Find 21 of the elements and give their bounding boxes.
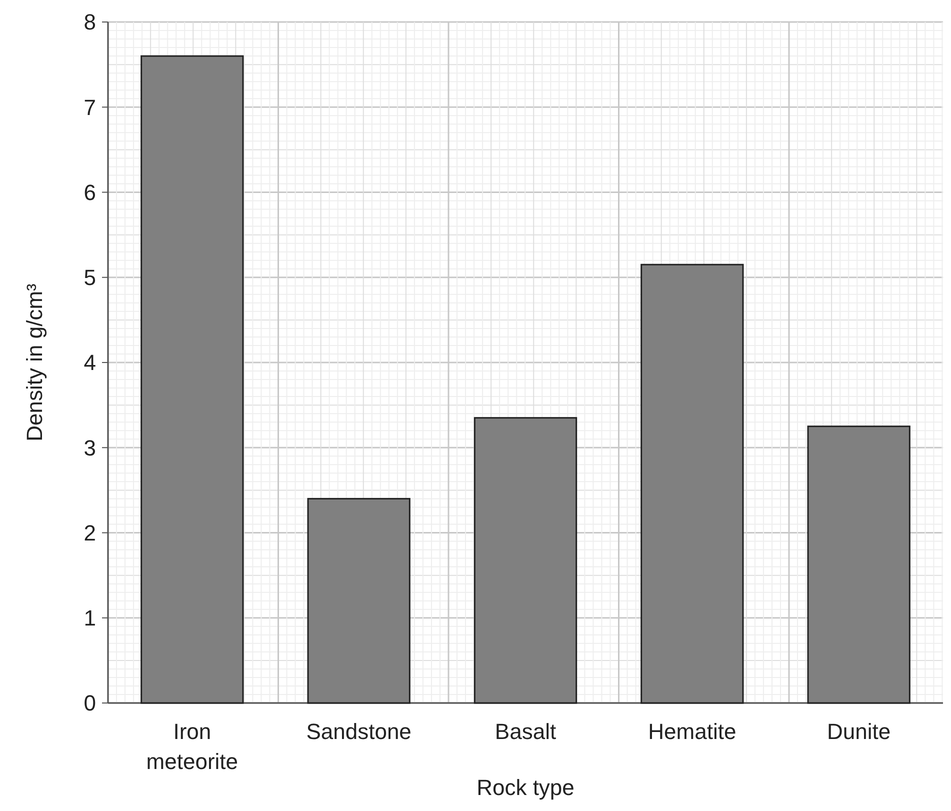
y-tick-label: 4 [84, 350, 96, 376]
x-tick-label: Basalt [494, 719, 556, 744]
bar [474, 417, 578, 704]
x-axis-title: Rock type [476, 775, 574, 800]
y-axis-title: Density in g/cm³ [22, 284, 47, 442]
y-tick-label: 3 [84, 435, 96, 460]
y-tick-label: 0 [84, 690, 96, 716]
bar [307, 498, 410, 704]
y-tick-label: 2 [84, 520, 96, 546]
bar [640, 264, 744, 704]
y-tick-label: 5 [84, 265, 96, 290]
x-tick-label: Sandstone [306, 719, 412, 744]
y-tick-label: 8 [84, 10, 96, 35]
x-tick-label: Dunite [827, 719, 891, 744]
y-tick-label: 6 [84, 180, 96, 205]
y-tick-label: 1 [84, 606, 96, 631]
bar [807, 426, 910, 704]
x-tick-label: Iron meteorite [146, 719, 238, 774]
bar [140, 55, 244, 704]
x-tick-label: Hematite [648, 719, 736, 744]
y-tick-label: 7 [84, 94, 96, 120]
